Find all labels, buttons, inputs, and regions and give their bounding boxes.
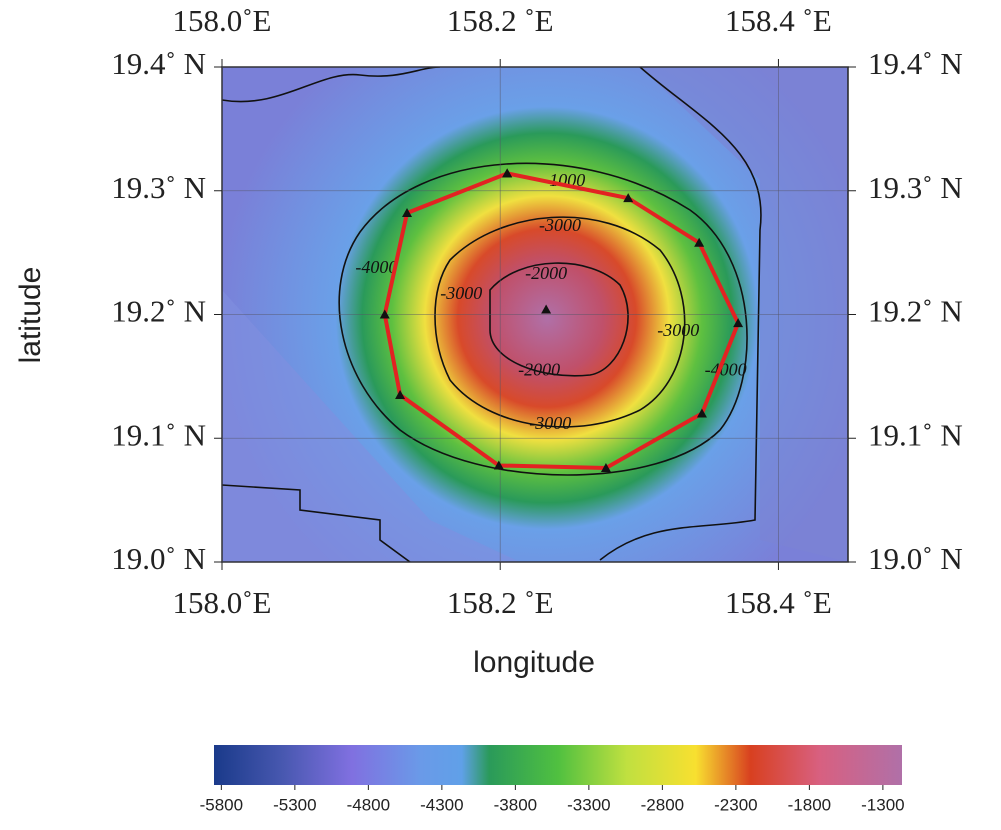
contour-lines <box>222 67 762 562</box>
y-tick-label: 19.1˚ N <box>868 417 963 452</box>
colorbar-tick-label: -4300 <box>420 795 463 814</box>
contour-label: -2000 <box>518 360 560 380</box>
contour-label: -4000 <box>355 257 397 277</box>
y-axis-label: latitude <box>14 267 47 364</box>
y-tick-label: 19.3˚ N <box>868 170 963 205</box>
colorbar <box>214 745 902 785</box>
station-marker <box>493 460 504 470</box>
x-tick-label: 158.0˚E <box>172 3 271 38</box>
contour-label: -3000 <box>440 283 482 303</box>
colorbar-tick-label: -2300 <box>714 795 757 814</box>
y-tick-label: 19.0˚ N <box>111 541 206 576</box>
colorbar-tick-label: -5300 <box>273 795 316 814</box>
colorbar-tick-label: -4800 <box>347 795 390 814</box>
contour-label: -4000 <box>705 360 747 380</box>
station-marker <box>623 193 634 203</box>
colorbar-tick-label: -3300 <box>567 795 610 814</box>
y-tick-label: 19.1˚ N <box>111 417 206 452</box>
x-tick-label: 158.4 ˚E <box>725 3 832 38</box>
y-tick-label: 19.3˚ N <box>111 170 206 205</box>
station-marker <box>694 237 705 247</box>
station-marker <box>502 168 513 178</box>
y-tick-label: 19.2˚ N <box>868 294 963 329</box>
x-tick-label: 158.2 ˚E <box>447 3 554 38</box>
station-marker <box>696 408 707 418</box>
y-tick-label: 19.4˚ N <box>111 46 206 81</box>
center-marker <box>541 304 552 314</box>
contour-label: -3000 <box>657 320 699 340</box>
contour-label: -3000 <box>539 215 581 235</box>
contour-label: -2000 <box>525 263 567 283</box>
station-marker <box>379 309 390 319</box>
y-tick-label: 19.0˚ N <box>868 541 963 576</box>
y-tick-label: 19.2˚ N <box>111 294 206 329</box>
x-tick-label: 158.4 ˚E <box>725 585 832 620</box>
colorbar-tick-label: -1300 <box>861 795 904 814</box>
x-tick-label: 158.0˚E <box>172 585 271 620</box>
colorbar-tick-label: -1800 <box>788 795 831 814</box>
gridded-region <box>222 290 520 562</box>
station-marker <box>733 318 744 328</box>
station-marker <box>402 208 413 218</box>
colorbar-tick-label: -5800 <box>200 795 243 814</box>
colorbar-tick-label: -2800 <box>641 795 684 814</box>
y-tick-label: 19.4˚ N <box>868 46 963 81</box>
x-axis-label: longitude <box>473 646 595 679</box>
contour-label: -3000 <box>529 413 571 433</box>
station-marker <box>395 389 406 399</box>
x-tick-label: 158.2 ˚E <box>447 585 554 620</box>
station-marker <box>600 462 611 472</box>
colorbar-tick-label: -3800 <box>494 795 537 814</box>
